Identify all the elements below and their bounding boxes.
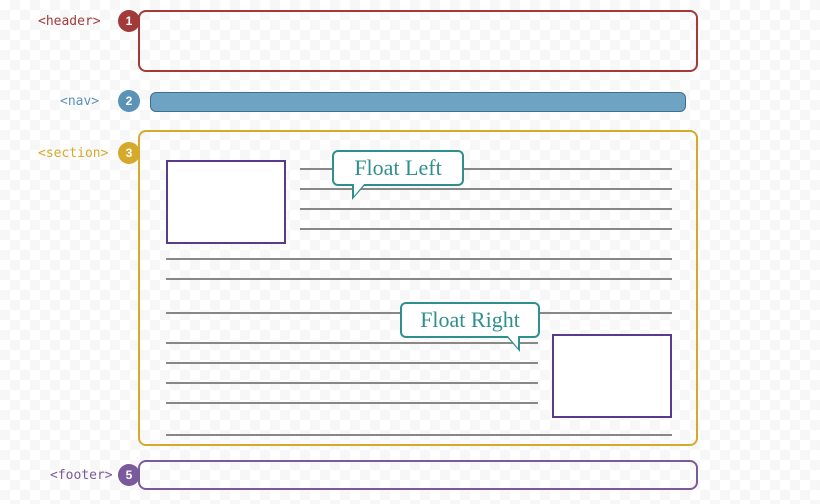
- text-line: [166, 382, 538, 384]
- text-line: [166, 434, 672, 436]
- callout-tail: [507, 335, 518, 348]
- section-number-badge: 3: [118, 142, 140, 164]
- header-tag-label: <header>: [38, 14, 101, 29]
- footer-region: [138, 460, 698, 490]
- nav-tag-label: <nav>: [60, 94, 99, 109]
- header-region: [138, 10, 698, 72]
- nav-number-badge: 2: [118, 90, 140, 112]
- text-line: [300, 228, 672, 230]
- nav-region: [150, 92, 686, 112]
- float-left-callout-text: Float Left: [354, 155, 441, 181]
- callout-tail: [354, 183, 365, 196]
- float-right-callout: Float Right: [400, 302, 540, 338]
- text-line: [166, 362, 538, 364]
- header-number-badge: 1: [118, 10, 140, 32]
- text-line: [166, 402, 538, 404]
- footer-number-badge: 5: [118, 464, 140, 486]
- float-left-image-box: [166, 160, 286, 244]
- text-line: [166, 342, 538, 344]
- float-left-callout: Float Left: [332, 150, 464, 186]
- float-right-callout-text: Float Right: [420, 307, 520, 333]
- footer-tag-label: <footer>: [50, 468, 113, 483]
- text-line: [300, 208, 672, 210]
- float-right-image-box: [552, 334, 672, 418]
- section-tag-label: <section>: [38, 146, 108, 161]
- text-line: [166, 278, 672, 280]
- text-line: [166, 258, 672, 260]
